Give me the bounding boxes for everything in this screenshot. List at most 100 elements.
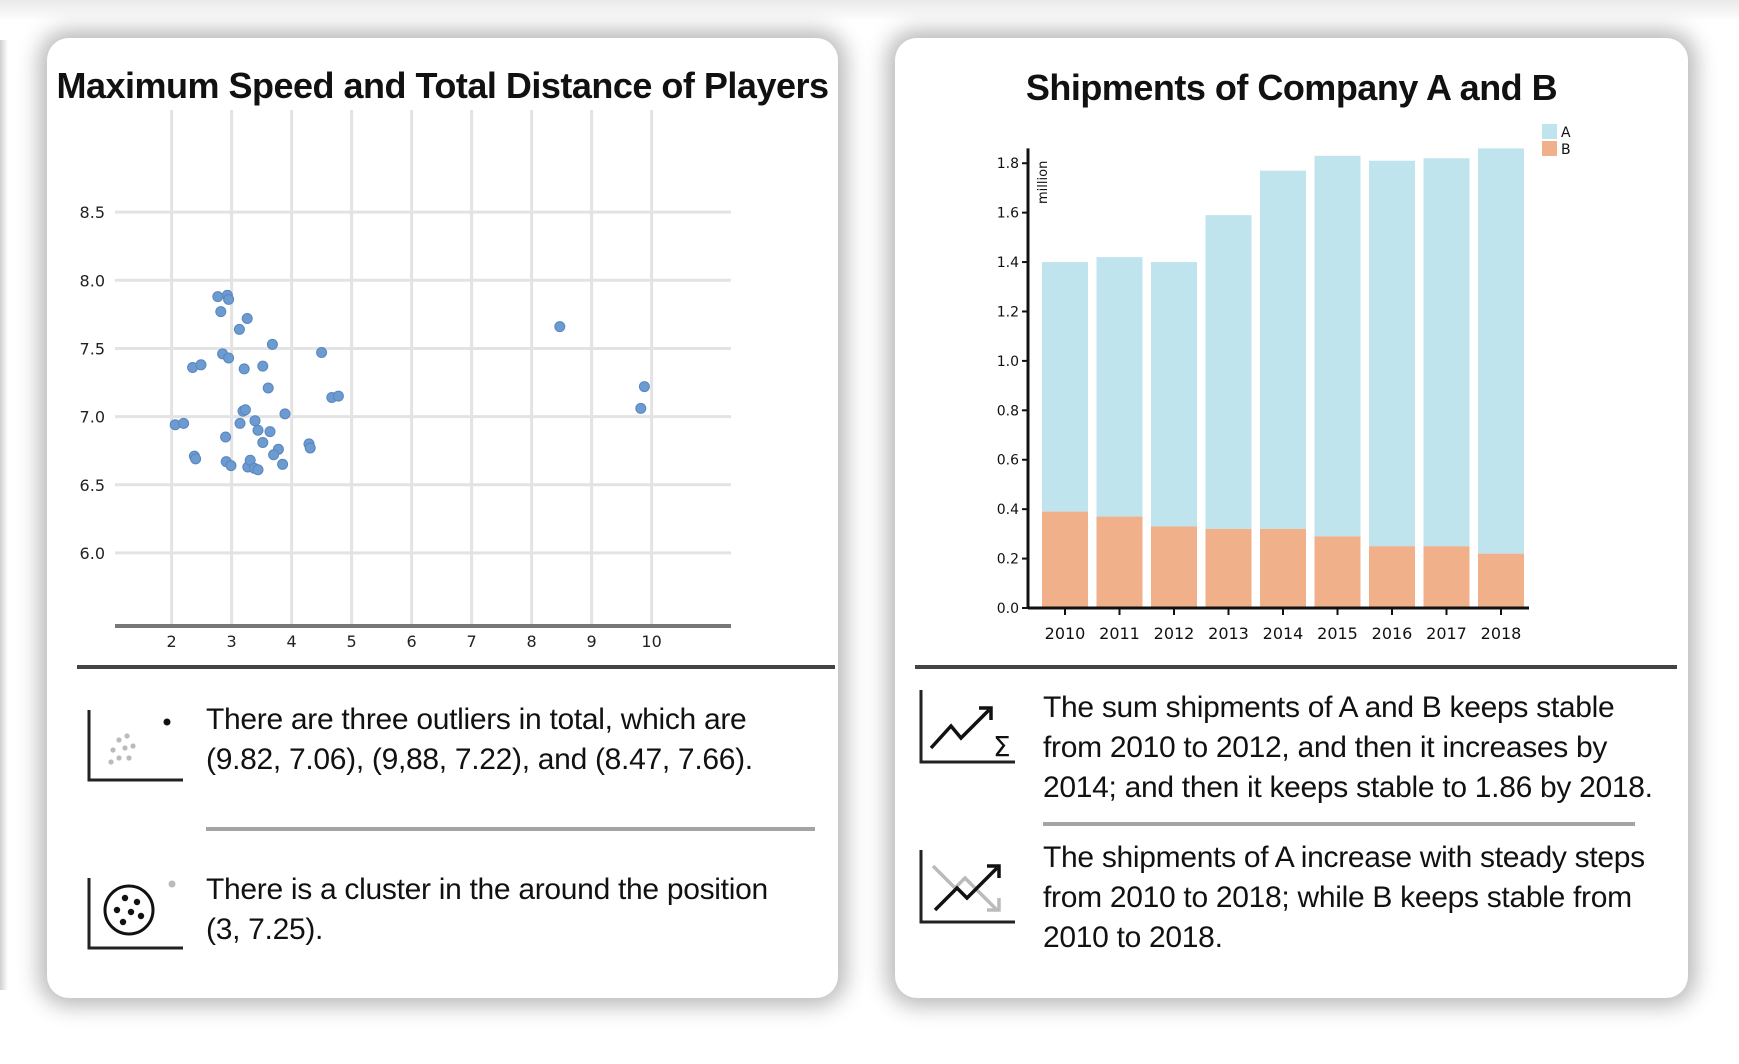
- x-tick-label: 2018: [1481, 624, 1522, 643]
- insight-divider: [1043, 822, 1635, 826]
- x-tick-label: 8: [527, 632, 537, 651]
- chart-divider: [915, 665, 1677, 669]
- scatter-point: [257, 360, 269, 372]
- scatter-point: [304, 442, 316, 454]
- scatter-chart: 2 3 4 5 6 7 8 9 10 6.0 6.5 7.0 7.5 8.0 8.5: [80, 110, 731, 651]
- trend-sum-icon: Σ: [919, 690, 1015, 764]
- scatter-point: [223, 293, 235, 305]
- y-tick-label: 0.0: [997, 601, 1019, 617]
- y-tick-label: 7.5: [80, 339, 105, 358]
- top-shadow: [0, 0, 1739, 22]
- x-tick-label: 2013: [1208, 624, 1249, 643]
- scatter-point: [554, 321, 566, 333]
- sum-insight-text: The sum shipments of A and B keeps stabl…: [1043, 691, 1653, 804]
- scatter-point: [268, 449, 280, 461]
- scatter-point: [252, 424, 264, 436]
- bar-segment-b: [1042, 511, 1088, 608]
- y-tick-label: 6.5: [80, 476, 105, 495]
- x-tick-label: 2011: [1099, 624, 1140, 643]
- bar-segment-a: [1423, 158, 1470, 547]
- cluster-icon: [87, 878, 183, 950]
- bar-segment-a: [1205, 215, 1252, 529]
- x-tick-label: 6: [407, 632, 417, 651]
- scatter-point: [239, 404, 251, 416]
- bar-segment-a: [1369, 160, 1415, 547]
- x-tick-label: 2017: [1426, 624, 1467, 643]
- outlier-insight-text: There are three outliers in total, which…: [206, 703, 753, 776]
- bar-segment-a: [1096, 257, 1143, 517]
- bar-segment-b: [1260, 528, 1306, 608]
- legend-label-b: B: [1561, 142, 1571, 158]
- bar-chart-title: Shipments of Company A and B: [1025, 67, 1558, 108]
- scatter-point: [638, 381, 650, 393]
- y-tick-label: 8.5: [80, 203, 105, 222]
- scatter-point: [225, 460, 237, 472]
- scatter-point: [277, 458, 289, 470]
- x-tick-label: 2010: [1045, 624, 1086, 643]
- insight-divider: [206, 827, 815, 831]
- y-tick-label: 0.8: [997, 403, 1019, 419]
- scatter-point: [220, 431, 232, 443]
- x-tick-label: 2015: [1317, 624, 1358, 643]
- bar-segment-b: [1369, 546, 1415, 608]
- bar-segment-b: [1205, 528, 1252, 608]
- legend-swatch-a: [1542, 124, 1557, 139]
- legend-label-a: A: [1561, 125, 1571, 141]
- scatter-chart-title: Maximum Speed and Total Distance of Play…: [56, 65, 829, 106]
- y-tick-label: 1.4: [997, 255, 1019, 271]
- y-tick-label: 0.2: [997, 552, 1019, 568]
- bar-segment-a: [1314, 155, 1361, 537]
- bar-segment-b: [1478, 553, 1524, 608]
- outlier-scatter-icon: [87, 710, 183, 782]
- x-tick-label: 5: [347, 632, 357, 651]
- chart-divider: [77, 665, 835, 669]
- y-tick-label: 1.8: [997, 156, 1019, 172]
- trend-compare-icon: [919, 850, 1015, 924]
- scatter-card: Maximum Speed and Total Distance of Play…: [47, 38, 838, 998]
- x-tick-label: 10: [641, 632, 661, 651]
- bar-segment-a: [1260, 170, 1306, 529]
- bar-segment-b: [1423, 546, 1470, 608]
- scatter-point: [238, 363, 250, 375]
- y-tick-label: 6.0: [80, 544, 105, 563]
- y-tick-label: 1.2: [997, 304, 1019, 320]
- scatter-point: [233, 323, 245, 335]
- y-tick-label: 0.4: [997, 502, 1019, 518]
- bar-segment-a: [1478, 148, 1524, 554]
- x-tick-label: 2012: [1154, 624, 1195, 643]
- x-tick-label: 7: [467, 632, 477, 651]
- bar-card: Shipments of Company A and B 2010 2011 201…: [895, 38, 1688, 998]
- scatter-point: [195, 359, 207, 371]
- scatter-point: [266, 338, 278, 350]
- bar-segment-a: [1042, 262, 1088, 512]
- x-tick-label: 2: [167, 632, 177, 651]
- scatter-point: [252, 464, 264, 476]
- bar-segment-a: [1151, 262, 1197, 527]
- compare-insight-text: The shipments of A increase with steady …: [1043, 841, 1645, 954]
- scatter-point: [234, 417, 246, 429]
- scatter-point: [223, 352, 235, 364]
- x-tick-label: 3: [227, 632, 237, 651]
- bar-segment-b: [1151, 526, 1197, 608]
- bar-segment-b: [1096, 516, 1143, 608]
- scatter-point: [190, 453, 202, 465]
- scatter-point: [241, 312, 253, 324]
- stacked-bar-chart: 2010 2011 2012 2013 2014 2015 2016 2017 2018 0.0 0…: [997, 124, 1571, 643]
- legend-swatch-b: [1542, 141, 1557, 156]
- scatter-point: [264, 426, 276, 438]
- x-tick-label: 9: [587, 632, 597, 651]
- scatter-point: [249, 415, 261, 427]
- y-tick-label: 8.0: [80, 271, 105, 290]
- scatter-point: [635, 402, 647, 414]
- scatter-point: [178, 417, 190, 429]
- y-tick-label: 7.0: [80, 408, 105, 427]
- y-axis-label: million: [1036, 161, 1051, 204]
- y-tick-label: 1.0: [997, 354, 1019, 370]
- scatter-point: [257, 436, 269, 448]
- scatter-point: [279, 408, 291, 420]
- svg-text:Σ: Σ: [993, 730, 1011, 763]
- cluster-insight-text: There is a cluster in the around the pos…: [206, 873, 768, 946]
- x-tick-label: 2014: [1263, 624, 1304, 643]
- scatter-point: [215, 306, 227, 318]
- scatter-point: [332, 390, 344, 402]
